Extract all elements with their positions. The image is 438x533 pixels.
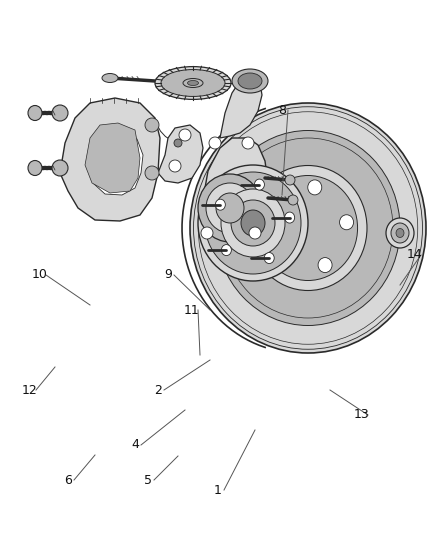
Ellipse shape bbox=[216, 193, 244, 223]
Text: 4: 4 bbox=[131, 439, 139, 451]
Text: 11: 11 bbox=[184, 303, 200, 317]
Ellipse shape bbox=[201, 227, 213, 239]
Text: 8: 8 bbox=[278, 103, 286, 117]
Ellipse shape bbox=[145, 166, 159, 180]
Text: 6: 6 bbox=[64, 473, 72, 487]
Ellipse shape bbox=[215, 199, 225, 210]
Ellipse shape bbox=[28, 160, 42, 175]
Ellipse shape bbox=[264, 253, 274, 263]
Ellipse shape bbox=[52, 105, 68, 121]
Polygon shape bbox=[220, 75, 262, 138]
Ellipse shape bbox=[242, 137, 254, 149]
Polygon shape bbox=[85, 123, 140, 193]
Ellipse shape bbox=[238, 73, 262, 89]
Ellipse shape bbox=[308, 180, 322, 195]
Ellipse shape bbox=[179, 129, 191, 141]
Ellipse shape bbox=[386, 218, 414, 248]
Ellipse shape bbox=[221, 245, 231, 256]
Ellipse shape bbox=[206, 183, 254, 233]
Ellipse shape bbox=[231, 200, 275, 246]
Ellipse shape bbox=[285, 212, 295, 223]
Circle shape bbox=[174, 139, 182, 147]
Text: 10: 10 bbox=[32, 269, 48, 281]
Text: 1: 1 bbox=[214, 483, 222, 497]
Ellipse shape bbox=[209, 137, 221, 149]
Ellipse shape bbox=[216, 131, 400, 326]
Text: 9: 9 bbox=[164, 269, 172, 281]
Polygon shape bbox=[202, 138, 268, 258]
Ellipse shape bbox=[249, 227, 261, 239]
Text: 14: 14 bbox=[407, 248, 423, 262]
Text: 13: 13 bbox=[354, 408, 370, 422]
Ellipse shape bbox=[221, 189, 285, 257]
Ellipse shape bbox=[288, 195, 298, 205]
Ellipse shape bbox=[285, 175, 295, 185]
Ellipse shape bbox=[169, 160, 181, 172]
Ellipse shape bbox=[318, 257, 332, 272]
Ellipse shape bbox=[187, 80, 198, 85]
Text: 2: 2 bbox=[154, 384, 162, 397]
Ellipse shape bbox=[258, 175, 357, 280]
Ellipse shape bbox=[190, 103, 426, 353]
Ellipse shape bbox=[52, 160, 68, 176]
Ellipse shape bbox=[155, 67, 231, 99]
Text: 5: 5 bbox=[144, 473, 152, 487]
Polygon shape bbox=[90, 133, 143, 195]
Ellipse shape bbox=[273, 249, 287, 264]
Ellipse shape bbox=[396, 229, 404, 238]
Ellipse shape bbox=[391, 223, 409, 243]
Ellipse shape bbox=[183, 78, 203, 87]
Ellipse shape bbox=[161, 70, 225, 96]
Ellipse shape bbox=[339, 215, 353, 230]
Ellipse shape bbox=[28, 106, 42, 120]
Ellipse shape bbox=[205, 172, 301, 274]
Ellipse shape bbox=[198, 174, 262, 242]
Ellipse shape bbox=[249, 166, 367, 290]
Ellipse shape bbox=[267, 201, 281, 216]
Ellipse shape bbox=[241, 210, 265, 236]
Ellipse shape bbox=[145, 118, 159, 132]
Text: 12: 12 bbox=[22, 384, 38, 397]
Ellipse shape bbox=[232, 69, 268, 93]
Polygon shape bbox=[213, 251, 258, 275]
Polygon shape bbox=[60, 98, 160, 221]
Ellipse shape bbox=[198, 165, 308, 281]
Ellipse shape bbox=[254, 179, 265, 190]
Polygon shape bbox=[158, 125, 203, 183]
Ellipse shape bbox=[102, 74, 118, 83]
